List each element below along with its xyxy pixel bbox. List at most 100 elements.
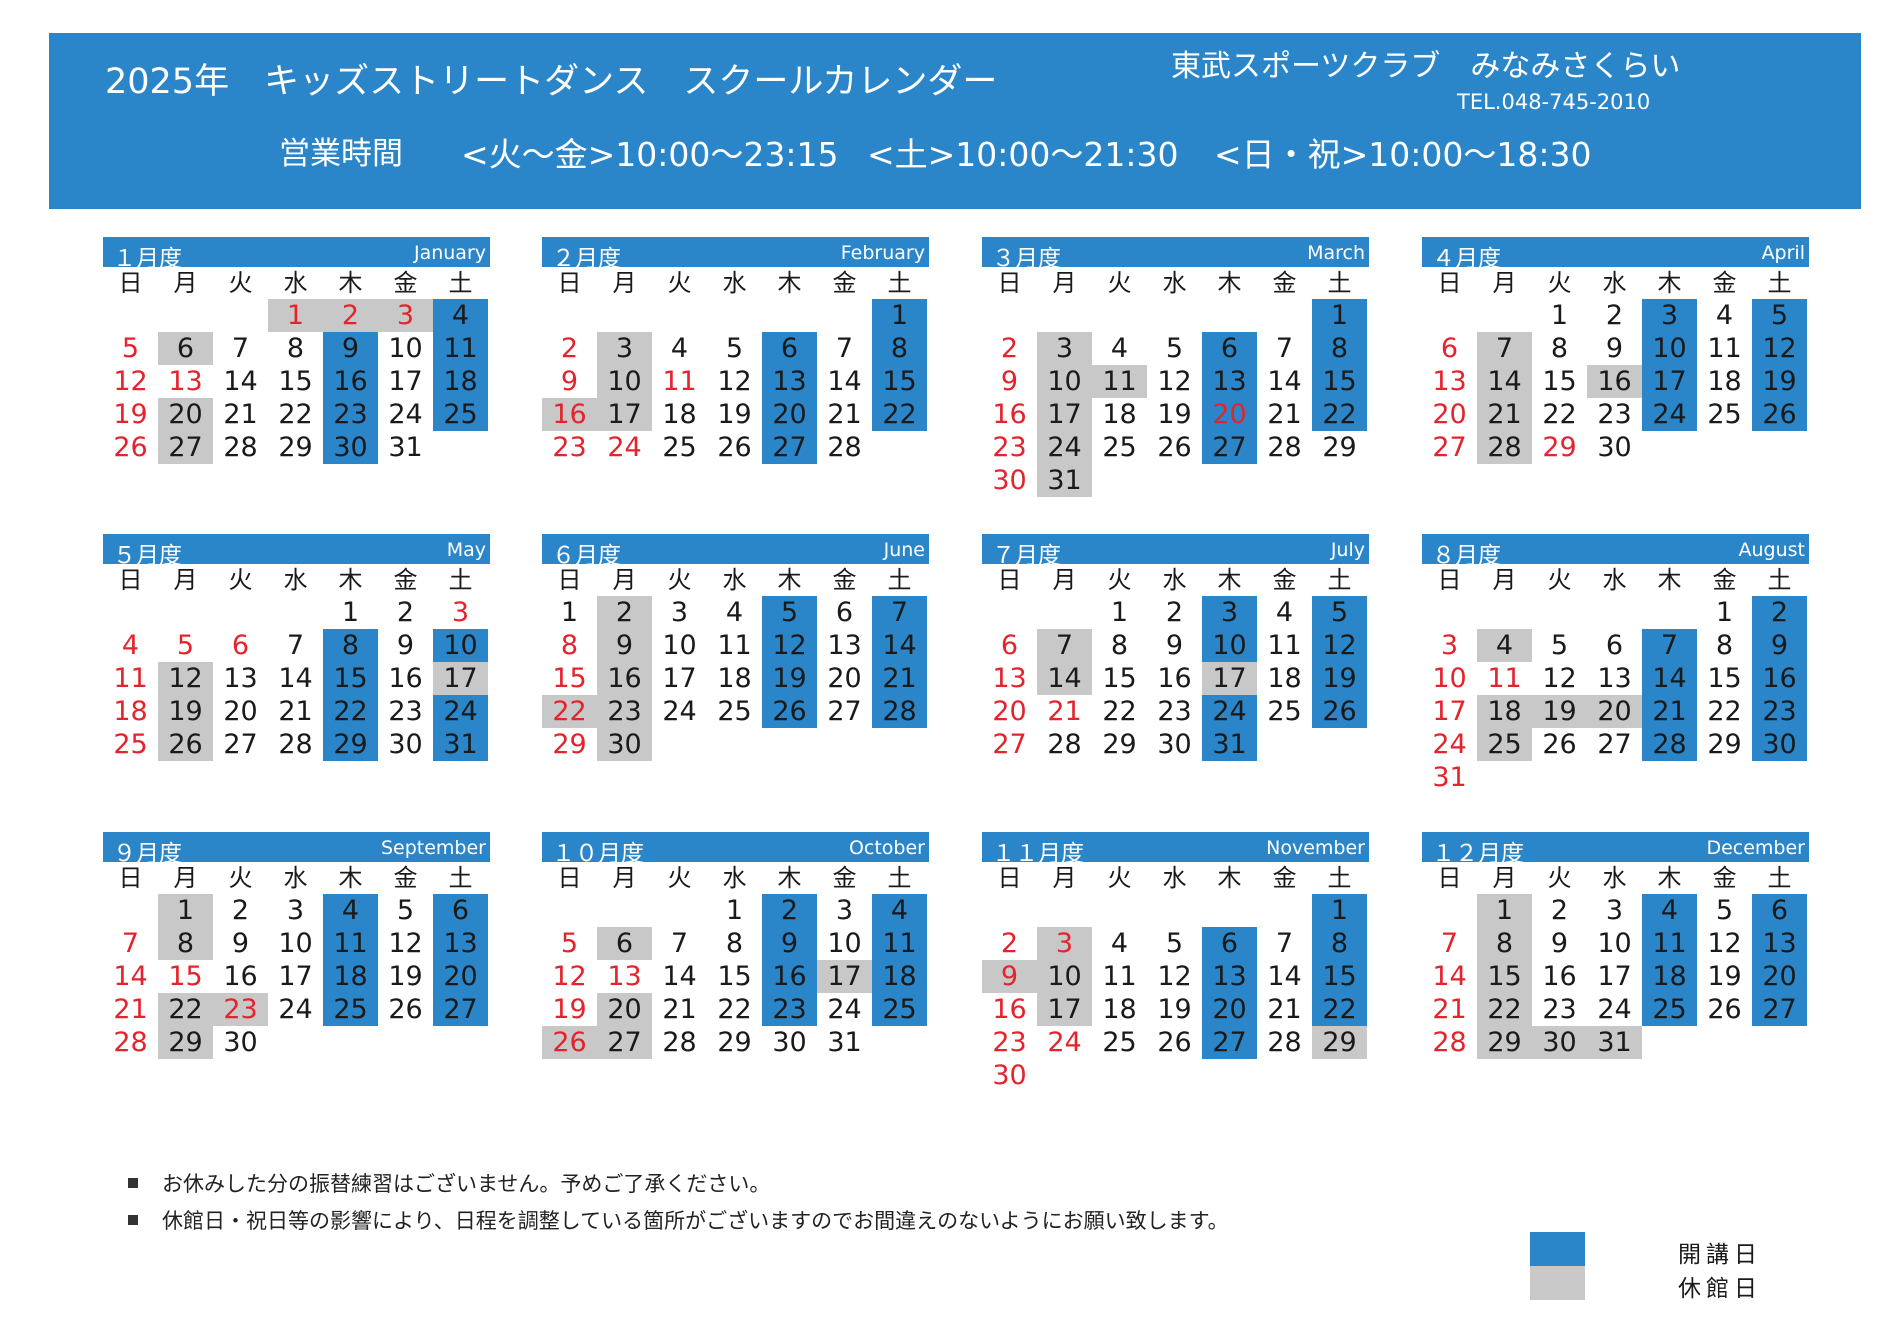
day-cell: 8 xyxy=(158,927,213,960)
day-cell: 27 xyxy=(762,431,817,464)
day-cell: 22 xyxy=(1312,993,1367,1026)
day-cell: 13 xyxy=(1597,663,1632,694)
hours-label: 営業時間 xyxy=(279,136,403,172)
month-block: ２月度 February 日月火水木金土 1 2 3 4 5 6 7 8 9 10 11 12 13 14 15 1… xyxy=(542,237,929,497)
day-cell: 2 xyxy=(1605,300,1624,331)
day-cell: 26 xyxy=(388,994,423,1025)
day-cell: 6 xyxy=(1440,333,1459,364)
day-cell: 20 xyxy=(597,993,652,1026)
day-cell: 29 xyxy=(1477,1026,1532,1059)
day-cell: 25 xyxy=(1642,993,1697,1026)
day-cell: 14 xyxy=(827,366,862,397)
day-cell: 9 xyxy=(1550,928,1569,959)
day-cell: 5 xyxy=(121,333,140,364)
weekday-label: 木 xyxy=(777,269,802,297)
day-cell: 19 xyxy=(1312,662,1367,695)
weekday-label: 月 xyxy=(1492,269,1517,297)
day-grid: 1 2 3 4 5 6 7 8 9 10 11 12 13 14 15 16 17 18 19 20 21 22 23 24 2… xyxy=(103,596,490,794)
day-cell: 25 xyxy=(113,729,148,760)
day-cell: 15 xyxy=(717,961,752,992)
day-cell: 30 xyxy=(1157,729,1192,760)
day-cell: 1 xyxy=(1477,894,1532,927)
day-cell: 22 xyxy=(1102,696,1137,727)
day-cell: 19 xyxy=(717,399,752,430)
weekday-label: 水 xyxy=(1602,566,1627,594)
day-cell: 6 xyxy=(231,630,250,661)
weekday-label: 月 xyxy=(612,566,637,594)
weekday-label: 木 xyxy=(777,864,802,892)
day-cell: 28 xyxy=(223,432,258,463)
weekday-label: 木 xyxy=(1217,864,1242,892)
day-cell: 12 xyxy=(762,629,817,662)
day-cell: 29 xyxy=(1542,432,1577,463)
day-cell: 9 xyxy=(597,629,652,662)
weekday-label: 木 xyxy=(338,269,363,297)
month-name-en: November xyxy=(1266,837,1365,859)
note-text: 休館日・祝日等の影響により、日程を調整している箇所がございますのでお間違えのない… xyxy=(162,1208,1229,1233)
day-cell: 9 xyxy=(1752,629,1807,662)
day-cell: 14 xyxy=(1267,961,1302,992)
day-cell: 15 xyxy=(1542,366,1577,397)
day-cell: 3 xyxy=(1037,927,1092,960)
day-cell: 3 xyxy=(378,299,433,332)
weekday-label: 木 xyxy=(338,566,363,594)
day-cell: 2 xyxy=(1165,597,1184,628)
day-cell: 18 xyxy=(872,960,927,993)
day-cell: 14 xyxy=(662,961,697,992)
month-name-en: December xyxy=(1706,837,1805,859)
weekday-label: 水 xyxy=(1162,864,1187,892)
weekday-header-row: 日月火水木金土 xyxy=(1422,862,1809,894)
day-cell: 23 xyxy=(552,432,587,463)
day-cell: 14 xyxy=(1267,366,1302,397)
day-cell: 26 xyxy=(1542,729,1577,760)
weekday-label: 土 xyxy=(1767,269,1792,297)
month-block: ７月度 July 日月火水木金土 1 2 3 4 5 6 7 8 9 10 11 12 13 14 15 16 17 1… xyxy=(982,534,1369,794)
header-banner: 2025年 キッズストリートダンス スクールカレンダー 東武スポーツクラブ みな… xyxy=(49,33,1861,209)
day-cell: 4 xyxy=(1642,894,1697,927)
day-cell: 18 xyxy=(113,696,148,727)
day-cell: 5 xyxy=(176,630,195,661)
day-cell: 10 xyxy=(388,333,423,364)
day-grid: 1 2 3 4 5 6 7 8 9 10 11 12 13 14 15 16 17 18 19 20 21 22 23 24 2… xyxy=(542,894,929,1092)
day-cell: 27 xyxy=(1202,1026,1257,1059)
day-cell: 24 xyxy=(278,994,313,1025)
day-cell: 1 xyxy=(158,894,213,927)
weekday-label: 木 xyxy=(1657,269,1682,297)
weekday-label: 日 xyxy=(557,566,582,594)
day-cell: 4 xyxy=(1110,928,1129,959)
day-cell: 20 xyxy=(827,663,862,694)
day-grid: 1 2 3 4 5 6 7 8 9 10 11 12 13 14 15 16 17 18 19 20 21 22 23 24 2… xyxy=(982,299,1369,497)
day-cell: 7 xyxy=(835,333,854,364)
day-cell: 7 xyxy=(1037,629,1092,662)
day-cell: 17 xyxy=(1037,398,1092,431)
day-cell: 10 xyxy=(1202,629,1257,662)
day-cell: 23 xyxy=(388,696,423,727)
weekday-label: 土 xyxy=(1327,864,1352,892)
day-cell: 17 xyxy=(388,366,423,397)
day-cell: 11 xyxy=(1267,630,1302,661)
day-cell: 18 xyxy=(1642,960,1697,993)
day-cell: 3 xyxy=(835,895,854,926)
hours-saturday: <土>10:00～21:30 xyxy=(867,135,1179,174)
day-cell: 26 xyxy=(1157,1027,1192,1058)
day-cell: 28 xyxy=(1047,729,1082,760)
day-cell: 25 xyxy=(662,432,697,463)
month-name-en: July xyxy=(1330,539,1365,561)
day-cell: 1 xyxy=(1312,299,1367,332)
weekday-label: 土 xyxy=(887,566,912,594)
weekday-label: 月 xyxy=(1052,864,1077,892)
day-cell: 10 xyxy=(1597,928,1632,959)
day-cell: 31 xyxy=(1432,762,1467,793)
weekday-label: 日 xyxy=(1437,864,1462,892)
day-cell: 3 xyxy=(1202,596,1257,629)
day-cell: 24 xyxy=(827,994,862,1025)
month-name-en: March xyxy=(1307,242,1365,264)
weekday-label: 木 xyxy=(1657,566,1682,594)
day-cell: 19 xyxy=(1157,399,1192,430)
day-cell: 30 xyxy=(992,465,1027,496)
day-cell: 26 xyxy=(1707,994,1742,1025)
month-header: １２月度 December xyxy=(1422,832,1809,867)
weekday-label: 月 xyxy=(173,864,198,892)
day-cell: 19 xyxy=(113,399,148,430)
day-cell: 22 xyxy=(323,695,378,728)
